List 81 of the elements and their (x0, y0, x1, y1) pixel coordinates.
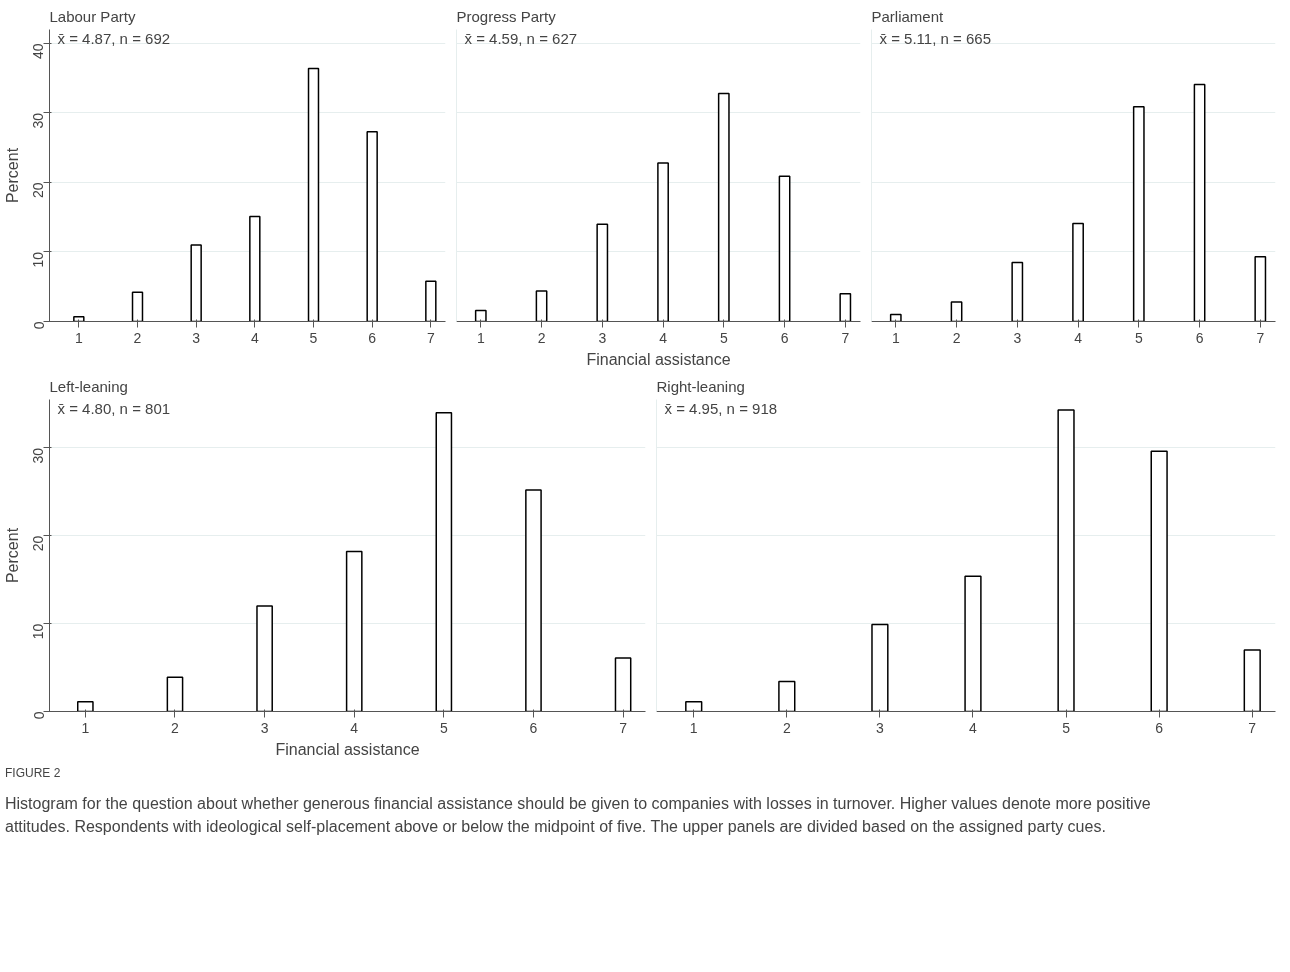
annotation: x̄ = 5.11, n = 665 (879, 29, 991, 47)
bar (1243, 649, 1261, 712)
bar (596, 223, 609, 322)
annotation: x̄ = 4.95, n = 918 (664, 399, 778, 417)
bar (778, 680, 796, 712)
y-tick-label: 30 (30, 447, 47, 464)
chart-title: Progress Party (456, 7, 557, 25)
bar (1150, 450, 1168, 712)
text: Histogram for the question about whether generous financial assistance should be given to companies with losses in turnover. Higher values denote more positive attitudes. Respondents with ideological self-placement above or below the midpoint of five. The upper panels are divided based on the assigned party cues. (5, 794, 1152, 838)
x-tick-label: 1 (891, 329, 900, 346)
bar (717, 92, 730, 322)
bar (474, 309, 487, 322)
y-axis-title: Percent (3, 527, 21, 584)
x-tick-label: 2 (133, 329, 142, 346)
y-tick-label: 20 (30, 535, 47, 552)
y-tick-label: 10 (30, 623, 47, 640)
bar (964, 575, 982, 712)
y-tick-label: 0 (30, 711, 47, 720)
x-tick-label: 7 (426, 329, 435, 346)
x-tick-label: 4 (350, 719, 359, 736)
caption: FIGURE 2 (5, 766, 61, 780)
chart-title: Parliament (871, 7, 945, 25)
x-tick-label: 3 (876, 719, 885, 736)
x-tick-label: 6 (529, 719, 538, 736)
x-tick-label: 6 (368, 329, 377, 346)
bar (778, 175, 791, 322)
bar (1254, 256, 1267, 322)
x-tick-label: 1 (689, 719, 698, 736)
x-tick-label: 3 (1013, 329, 1022, 346)
x-tick-label: 4 (659, 329, 668, 346)
x-tick-label: 4 (969, 719, 978, 736)
x-tick-label: 7 (1248, 719, 1257, 736)
chart-title: Left-leaning (49, 377, 128, 395)
bar (889, 313, 902, 322)
x-tick-label: 3 (260, 719, 269, 736)
x-tick-label: 3 (598, 329, 607, 346)
bar (685, 701, 703, 712)
bar (535, 290, 548, 322)
bar (1057, 409, 1075, 712)
x-tick-label: 5 (719, 329, 728, 346)
bar (950, 301, 963, 322)
x-tick-label: 5 (1062, 719, 1071, 736)
x-tick-label: 6 (1155, 719, 1164, 736)
bar (839, 292, 852, 322)
x-tick-label: 4 (1074, 329, 1083, 346)
y-tick-label: 40 (30, 43, 47, 59)
bar (1072, 222, 1084, 322)
x-tick-label: 5 (1134, 329, 1143, 346)
x-tick-label: 5 (439, 719, 448, 736)
x-tick-label: 4 (250, 329, 259, 346)
y-tick-label: 20 (30, 182, 47, 199)
bar (657, 162, 669, 322)
bar (1193, 83, 1206, 322)
x-tick-label: 6 (1195, 329, 1204, 346)
x-tick-label: 7 (619, 719, 628, 736)
x-tick-label: 1 (476, 329, 485, 346)
x-tick-label: 1 (81, 719, 90, 736)
bar (1011, 261, 1024, 322)
chart-title: Right-leaning (656, 377, 745, 395)
x-tick-label: 2 (171, 719, 180, 736)
y-tick-label: 0 (30, 321, 47, 330)
x-tick-label: 2 (952, 329, 961, 346)
annotation: x̄ = 4.80, n = 801 (57, 399, 171, 417)
y-tick-label: 30 (30, 112, 47, 129)
x-axis-title: Financial assistance (275, 740, 420, 758)
x-axis-title: Financial assistance (586, 350, 731, 368)
y-axis-title: Percent (3, 147, 21, 204)
bar (871, 623, 889, 712)
chart-title: Labour Party (49, 7, 136, 25)
x-tick-label: 2 (782, 719, 791, 736)
x-tick-label: 6 (780, 329, 789, 346)
annotation: x̄ = 4.59, n = 627 (464, 29, 578, 47)
y-tick-label: 10 (30, 251, 47, 268)
x-tick-label: 3 (192, 329, 201, 346)
x-tick-label: 2 (537, 329, 546, 346)
x-tick-label: 1 (74, 329, 83, 346)
x-tick-label: 7 (841, 329, 850, 346)
x-tick-label: 5 (309, 329, 318, 346)
bar (1132, 105, 1145, 322)
x-tick-label: 7 (1256, 329, 1265, 346)
annotation: x̄ = 4.87, n = 692 (57, 29, 171, 47)
